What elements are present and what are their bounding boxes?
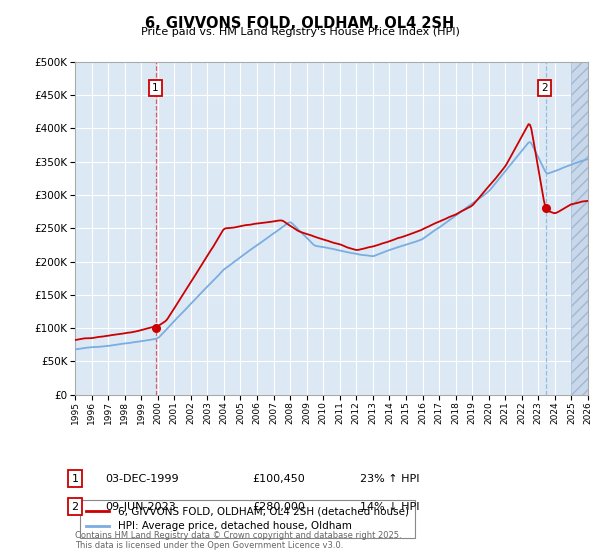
Text: Contains HM Land Registry data © Crown copyright and database right 2025.
This d: Contains HM Land Registry data © Crown c… <box>75 530 401 550</box>
Text: 09-JUN-2023: 09-JUN-2023 <box>105 502 176 512</box>
Text: 23% ↑ HPI: 23% ↑ HPI <box>360 474 419 484</box>
Text: 14% ↓ HPI: 14% ↓ HPI <box>360 502 419 512</box>
Bar <box>571 62 588 395</box>
Text: £100,450: £100,450 <box>252 474 305 484</box>
Text: Price paid vs. HM Land Registry's House Price Index (HPI): Price paid vs. HM Land Registry's House … <box>140 27 460 37</box>
Text: 2: 2 <box>71 502 79 512</box>
Text: 1: 1 <box>152 83 159 94</box>
Text: 2: 2 <box>541 83 548 94</box>
Text: 6, GIVVONS FOLD, OLDHAM, OL4 2SH: 6, GIVVONS FOLD, OLDHAM, OL4 2SH <box>145 16 455 31</box>
Text: £280,000: £280,000 <box>252 502 305 512</box>
Legend: 6, GIVVONS FOLD, OLDHAM, OL4 2SH (detached house), HPI: Average price, detached : 6, GIVVONS FOLD, OLDHAM, OL4 2SH (detach… <box>80 500 415 538</box>
Text: 03-DEC-1999: 03-DEC-1999 <box>105 474 179 484</box>
Text: 1: 1 <box>71 474 79 484</box>
